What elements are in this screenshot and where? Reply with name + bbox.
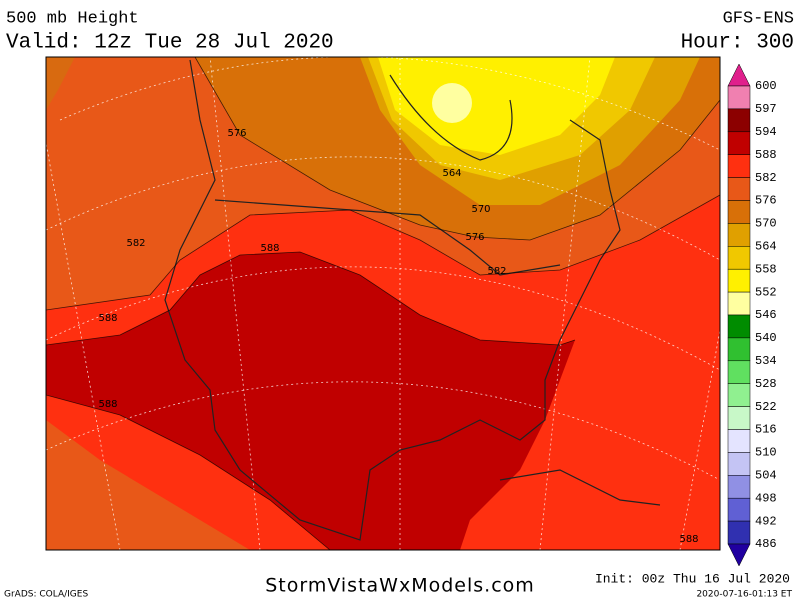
contour-label: 582: [126, 238, 145, 249]
colorbar-top-triangle: [727, 63, 751, 87]
colorbar-box: [727, 452, 751, 476]
height-594: [46, 252, 575, 550]
colorbar-box: [727, 360, 751, 384]
colorbar-box: [727, 200, 751, 224]
colorbar-label: 546: [755, 308, 777, 322]
colorbar-box: [727, 85, 751, 110]
colorbar-label: 576: [755, 194, 777, 208]
forecast-hour: Hour: 300: [681, 32, 794, 55]
valid-time: Valid: 12z Tue 28 Jul 2020: [6, 32, 334, 55]
contour-label: 576: [227, 128, 246, 139]
colorbar-label: 522: [755, 400, 777, 414]
contour-label: 588: [260, 243, 279, 254]
contour-label: 588: [98, 313, 117, 324]
colorbar-label: 600: [755, 79, 777, 93]
credit: GrADS: COLA/IGES: [4, 590, 88, 600]
model-name: GFS-ENS: [723, 9, 794, 28]
colorbar-label: 564: [755, 239, 777, 253]
colorbar-label: 534: [755, 354, 777, 368]
contour-label: 570: [471, 204, 490, 215]
colorbar-box: [727, 177, 751, 201]
init-time: Init: 00z Thu 16 Jul 2020: [595, 571, 790, 586]
colorbar-box: [727, 475, 751, 499]
contours: [46, 57, 720, 550]
colorbar-label: 552: [755, 285, 777, 299]
colorbar-box: [727, 268, 751, 293]
colorbar-label: 570: [755, 217, 777, 231]
contour-label: 564: [442, 168, 461, 179]
height-552: [432, 83, 472, 123]
colorbar-label: 516: [755, 423, 777, 437]
contour-label: 588: [98, 399, 117, 410]
colorbar-label: 498: [755, 491, 777, 505]
colorbar-box: [727, 246, 751, 270]
timestamp: 2020-07-16-01:13 ET: [696, 590, 792, 600]
colorbar-box: [727, 406, 751, 430]
colorbar-label: 597: [755, 102, 777, 116]
colorbar-box: [727, 291, 751, 316]
colorbar-label: 504: [755, 468, 777, 482]
map: [45, 56, 721, 551]
colorbar-box: [727, 337, 751, 362]
colorbar-box: [727, 429, 751, 453]
colorbar-label: 594: [755, 125, 777, 139]
colorbar-label: 558: [755, 262, 777, 276]
contour-label: 588: [679, 534, 698, 545]
colorbar-box: [727, 497, 751, 522]
height-558: [378, 57, 615, 155]
contour-label: 576: [465, 232, 484, 243]
colorbar-box: [727, 314, 751, 339]
colorbar-label: 486: [755, 537, 777, 551]
contour-label: 582: [487, 266, 506, 277]
colorbar-label: 528: [755, 377, 777, 391]
site-name: StormVistaWxModels.com: [265, 575, 535, 597]
graticule: [46, 57, 720, 550]
colorbar-box: [727, 383, 751, 407]
colorbar: 600 597 594 588 582 576 570 564 558 552 546 540 534 5…: [727, 63, 777, 567]
colorbar-bottom-triangle: [727, 543, 751, 567]
colorbar-label: 588: [755, 148, 777, 162]
colorbar-box: [727, 108, 751, 133]
colorbar-label: 492: [755, 514, 777, 528]
colorbar-label: 582: [755, 171, 777, 185]
map-frame: [45, 56, 721, 551]
colorbar-box: [727, 223, 751, 247]
colorbar-label: 540: [755, 331, 777, 345]
colorbar-box: [727, 520, 751, 545]
height-582-southwest: [46, 420, 250, 550]
colorbar-box: [727, 154, 751, 178]
height-576-west: [46, 57, 75, 110]
boundaries: [164, 59, 661, 541]
contour-labels: 576 582 588 588 588 564 570 576 582 588: [98, 128, 698, 545]
colorbar-box: [727, 131, 751, 155]
map-title: 500 mb Height: [6, 9, 139, 28]
colorbar-label: 510: [755, 446, 777, 460]
